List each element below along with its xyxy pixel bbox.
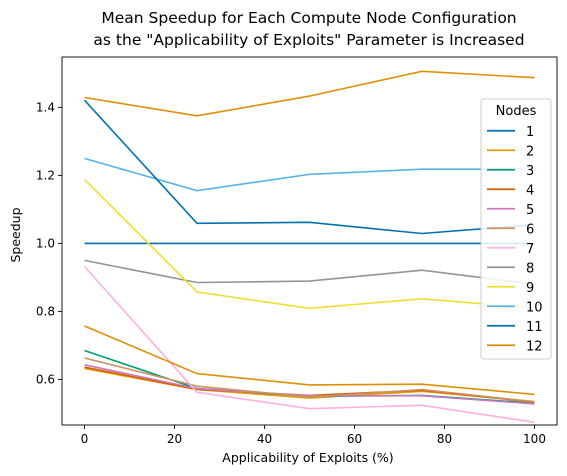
legend-box (480, 98, 552, 360)
y-tick-label: 1.4 (36, 100, 55, 114)
series-line-5 (84, 364, 535, 405)
series-line-12 (84, 70, 535, 117)
legend-label-6: 6 (526, 222, 534, 237)
series-line-8 (84, 259, 535, 285)
legend-title: Nodes (496, 104, 537, 119)
y-tick-label: 1.0 (36, 236, 55, 250)
legend-label-3: 3 (526, 164, 534, 179)
series-line-10 (84, 157, 535, 192)
legend-label-9: 9 (526, 281, 534, 296)
legend-label-8: 8 (526, 261, 534, 276)
y-tick-label: 1.2 (36, 168, 55, 182)
legend-label-7: 7 (526, 242, 534, 257)
y-tick-label: 0.8 (36, 304, 55, 318)
legend-label-12: 12 (526, 339, 543, 354)
x-tick-label: 0 (81, 432, 89, 446)
series-line-9 (83, 178, 535, 310)
legend-label-5: 5 (526, 203, 534, 218)
chart-title-line-1: Mean Speedup for Each Compute Node Confi… (101, 9, 516, 27)
legend-label-10: 10 (526, 300, 543, 315)
legend-label-2: 2 (526, 144, 534, 159)
legend-label-4: 4 (526, 183, 534, 198)
x-tick-label: 20 (167, 432, 182, 446)
series-line-11 (83, 99, 535, 235)
x-axis-ticks: 0 20 40 60 80 100 (81, 425, 546, 446)
series-lines (83, 70, 535, 424)
legend-label-1: 1 (526, 125, 534, 140)
series-line-6 (84, 357, 535, 403)
series-line-7 (83, 265, 535, 424)
y-axis-ticks: 0.6 0.8 1.0 1.2 1.4 (36, 100, 62, 386)
x-tick-label: 60 (347, 432, 362, 446)
x-tick-label: 100 (523, 432, 546, 446)
series-line-13 (84, 325, 535, 396)
y-tick-label: 0.6 (36, 372, 55, 386)
chart-title-line-2: as the "Applicability of Exploits" Param… (93, 31, 524, 49)
legend-label-11: 11 (526, 320, 543, 335)
x-tick-label: 80 (437, 432, 452, 446)
x-tick-label: 40 (257, 432, 272, 446)
x-axis-label: Applicability of Exploits (%) (222, 450, 393, 465)
y-axis-label: Speedup (8, 207, 23, 262)
plot-area-frame (61, 56, 558, 426)
